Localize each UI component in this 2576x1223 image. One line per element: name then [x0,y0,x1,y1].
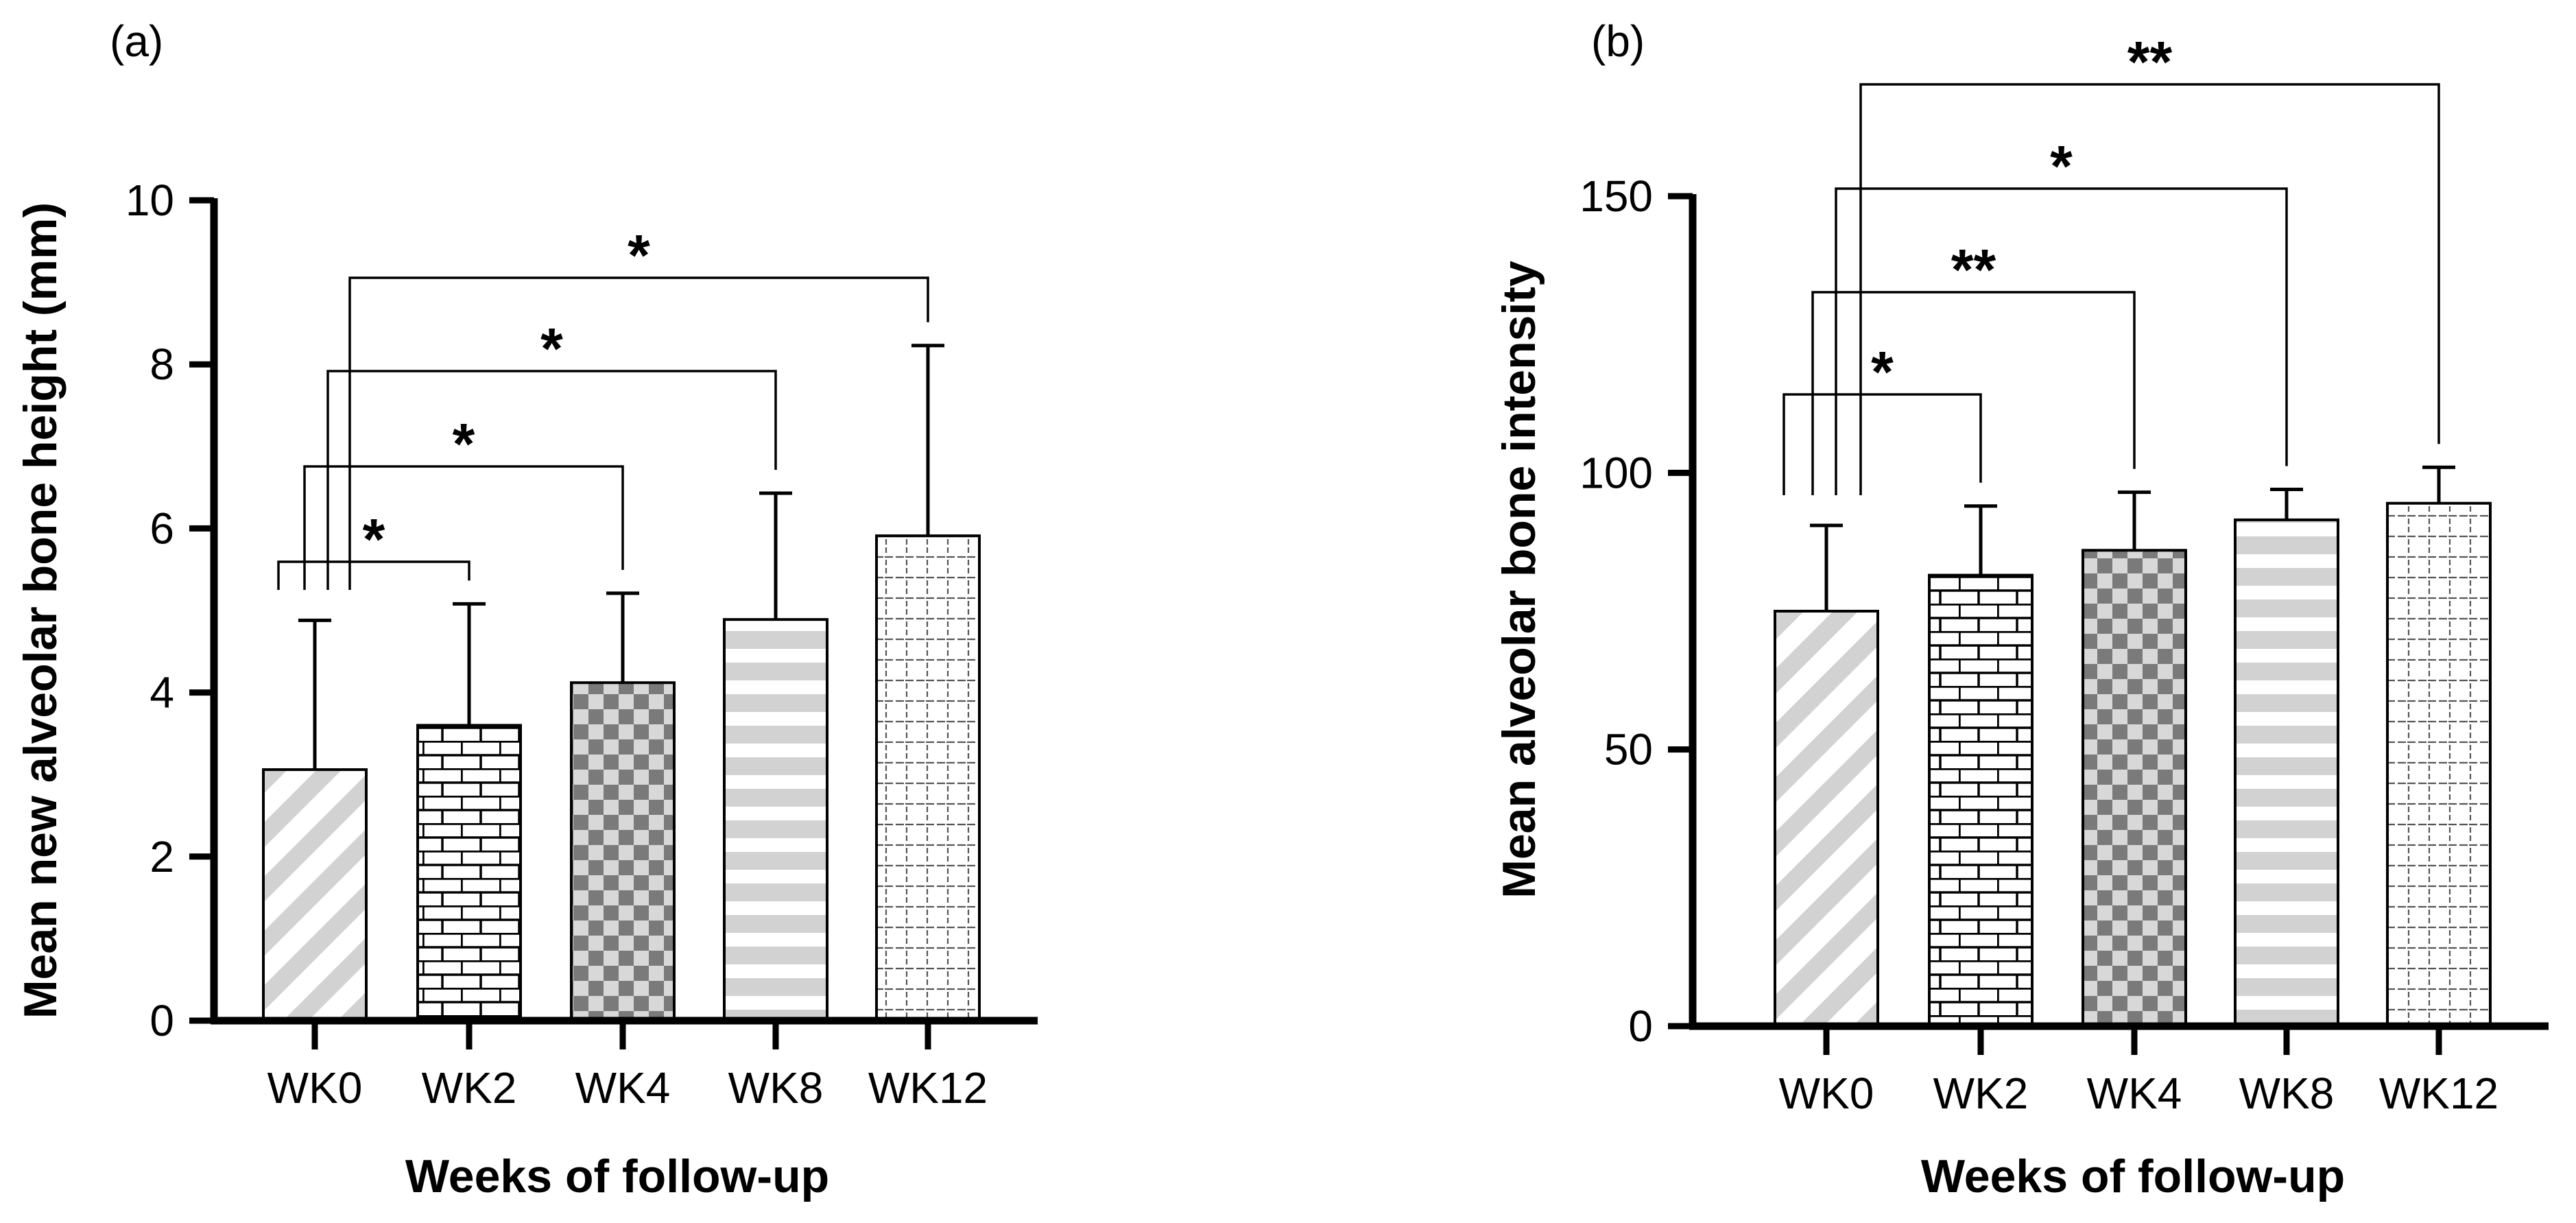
y-tick-label: 2 [150,832,174,881]
x-tick-label: WK2 [1933,1069,2029,1118]
x-tick-label: WK4 [2087,1069,2182,1118]
bar-wk8 [723,618,828,1022]
bar-wk2 [1928,573,2034,1028]
panel-label: (b) [1591,16,1645,66]
y-axis-title: Mean alveolar bone intensity [1493,261,1545,899]
error-bar-wk4 [2118,490,2151,551]
significance-label: * [540,316,563,381]
significance-label: * [1871,340,1894,404]
significance-brackets: ****** [1782,29,2440,495]
significance-bracket [326,370,777,590]
x-tick-label: WK12 [2379,1069,2499,1118]
error-bar-wk2 [1964,504,1997,575]
significance-bracket [1859,83,2440,495]
bar-wk2 [416,724,522,1022]
y-tick-label: 50 [1604,725,1653,774]
axes: 0 2 4 6 8 10 WK0 WK2 WK4 WK8 WK12 [126,176,1038,1113]
error-bar-wk2 [453,602,486,726]
significance-bracket [348,276,929,590]
bar-wk4 [2082,549,2187,1028]
y-tick-label: 8 [150,340,174,389]
error-bar-wk0 [298,618,331,770]
y-tick-label: 6 [150,503,174,553]
significance-bracket [1782,393,1982,495]
x-tick-label: WK0 [267,1063,363,1113]
panel-label: (a) [110,16,163,66]
error-bar-wk8 [2270,488,2303,520]
bars [262,344,981,1023]
error-bar-wk12 [911,344,944,536]
error-bar-wk12 [2422,465,2455,503]
significance-label: * [2050,134,2073,198]
significance-label: * [628,223,650,287]
error-bar-wk8 [759,491,792,620]
bar-wk0 [1774,610,1879,1028]
y-tick-label: 150 [1579,171,1653,221]
y-tick-label: 100 [1579,448,1653,497]
significance-bracket [1811,291,2136,495]
error-bar-wk4 [606,591,639,683]
significance-bracket [303,465,624,590]
panel-a: (a) 0 2 4 6 8 10 WK0 WK2 WK4 WK8 WK12 * * * * Weeks o… [14,16,1038,1202]
y-tick-label: 4 [150,668,174,717]
x-tick-label: WK8 [728,1063,824,1113]
y-tick-label: 0 [1628,1001,1653,1051]
x-tick-label: WK2 [422,1063,517,1113]
significance-label: ** [2127,29,2173,94]
significance-label: * [453,412,475,476]
bar-wk0 [262,768,368,1023]
axes: 0 50 100 150 WK0 WK2 WK4 WK8 WK12 [1579,171,2549,1118]
y-tick-label: 10 [126,176,174,225]
significance-bracket [1835,187,2288,495]
error-bar-wk0 [1810,523,1843,611]
x-tick-label: WK0 [1779,1069,1874,1118]
x-axis-title: Weeks of follow-up [1921,1150,2345,1202]
x-axis-title: Weeks of follow-up [405,1150,829,1202]
bars [1774,465,2492,1028]
bar-wk12 [2386,501,2492,1028]
bar-wk8 [2234,518,2339,1028]
y-tick-label: 0 [150,996,174,1045]
bar-wk4 [570,681,676,1022]
x-tick-label: WK4 [575,1063,671,1113]
significance-label: ** [1951,237,1996,302]
x-tick-label: WK8 [2239,1069,2335,1118]
significance-brackets: * * * * [277,223,929,590]
y-axis-title: Mean new alveolar bone height (mm) [14,202,67,1019]
significance-label: * [363,507,385,571]
x-tick-label: WK12 [868,1063,988,1113]
bar-wk12 [875,534,981,1022]
significance-bracket [277,560,470,590]
